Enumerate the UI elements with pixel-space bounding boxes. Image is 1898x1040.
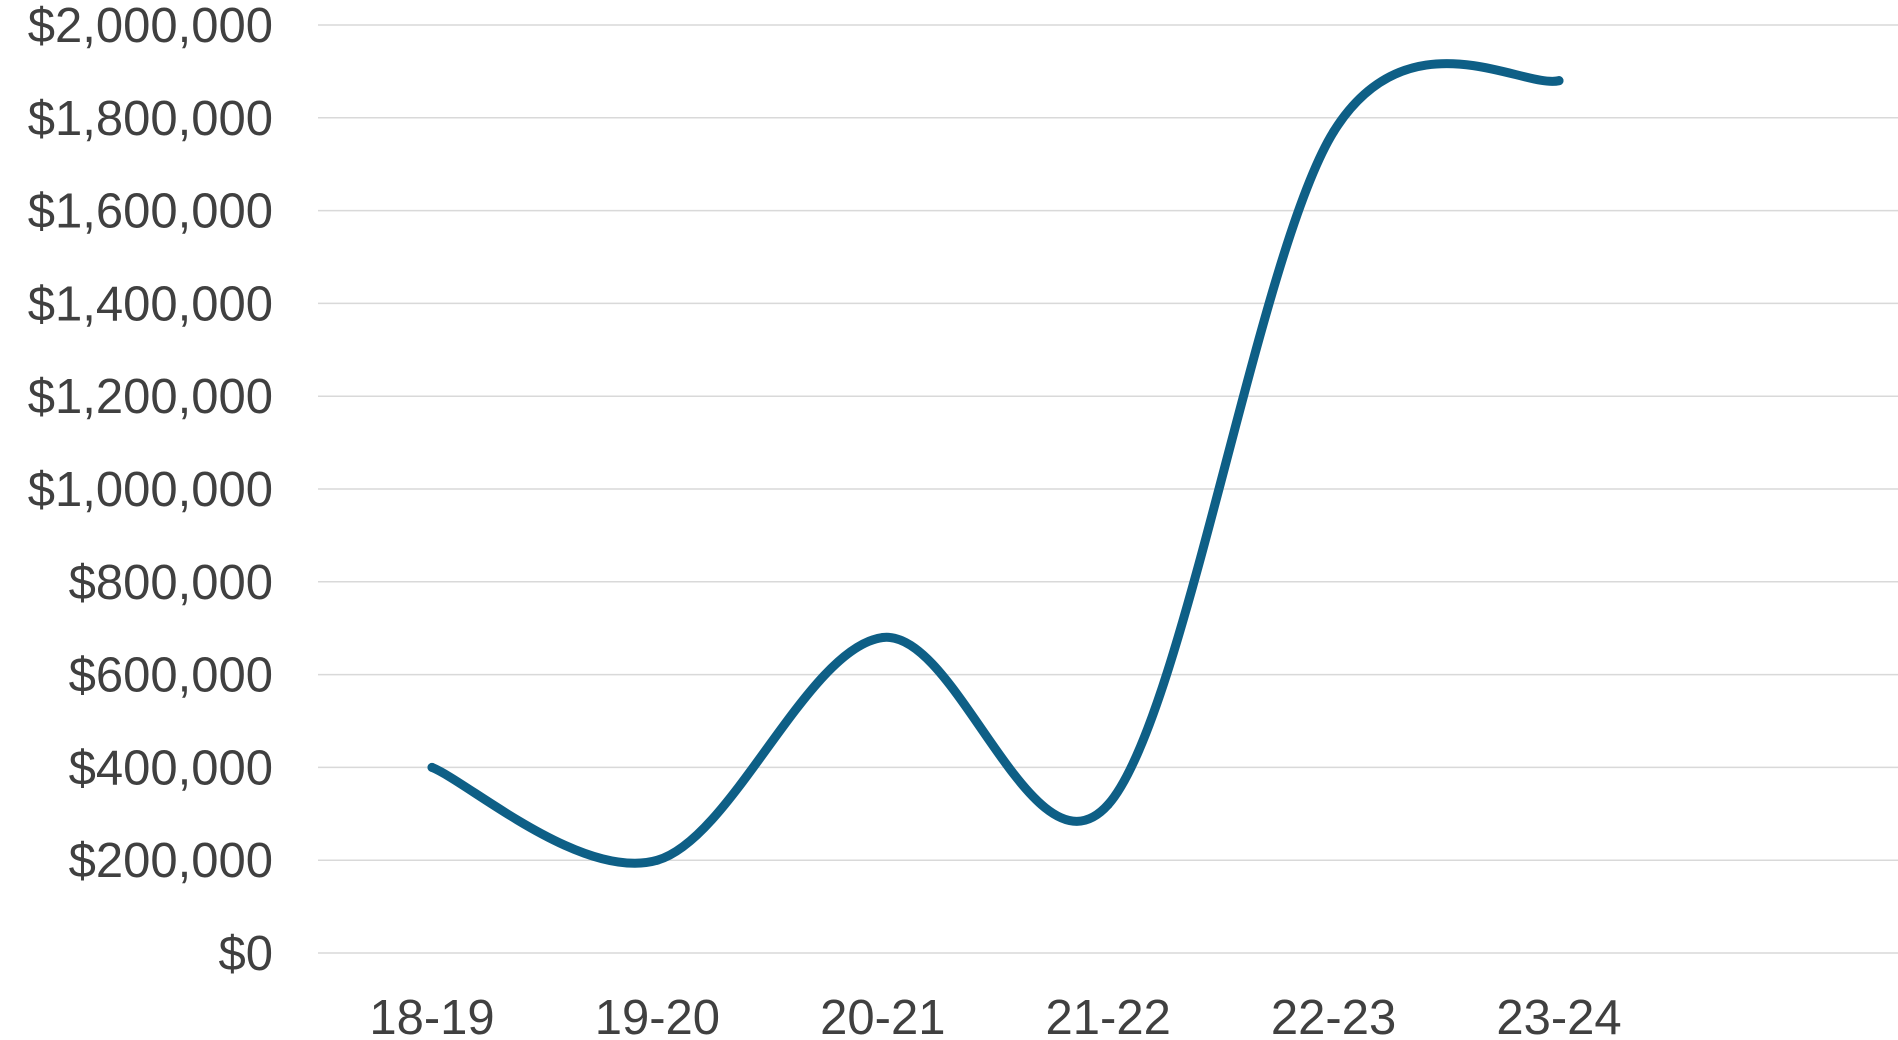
data-point xyxy=(427,762,437,772)
y-tick-label: $0 xyxy=(218,927,273,981)
data-point xyxy=(878,632,888,642)
data-point xyxy=(1554,76,1564,86)
data-point xyxy=(1329,127,1339,137)
y-tick-label: $400,000 xyxy=(69,741,273,795)
x-axis-tick-labels: 18-19 19-20 20-21 21-22 22-23 23-24 xyxy=(369,991,1621,1040)
y-tick-label: $2,000,000 xyxy=(28,0,273,53)
x-tick-label: 22-23 xyxy=(1271,991,1396,1040)
y-tick-label: $1,600,000 xyxy=(28,185,273,239)
y-tick-label: $800,000 xyxy=(69,556,273,610)
y-tick-label: $1,800,000 xyxy=(28,92,273,146)
y-tick-label: $1,200,000 xyxy=(28,370,273,424)
x-tick-label: 18-19 xyxy=(369,991,494,1040)
series-layer xyxy=(427,59,1564,868)
x-tick-label: 20-21 xyxy=(820,991,945,1040)
x-tick-label: 19-20 xyxy=(595,991,720,1040)
y-tick-label: $600,000 xyxy=(69,649,273,703)
data-point xyxy=(1103,800,1113,810)
y-axis-tick-labels: $0 $200,000 $400,000 $600,000 $800,000 $1,000… xyxy=(28,0,273,981)
y-tick-label: $200,000 xyxy=(69,834,273,888)
data-point xyxy=(652,855,662,865)
gridlines xyxy=(318,24,1898,954)
y-tick-label: $1,400,000 xyxy=(28,277,273,331)
x-tick-label: 23-24 xyxy=(1496,991,1621,1040)
x-tick-label: 21-22 xyxy=(1046,991,1171,1040)
series-line xyxy=(427,59,1564,868)
y-tick-label: $1,000,000 xyxy=(28,463,273,517)
